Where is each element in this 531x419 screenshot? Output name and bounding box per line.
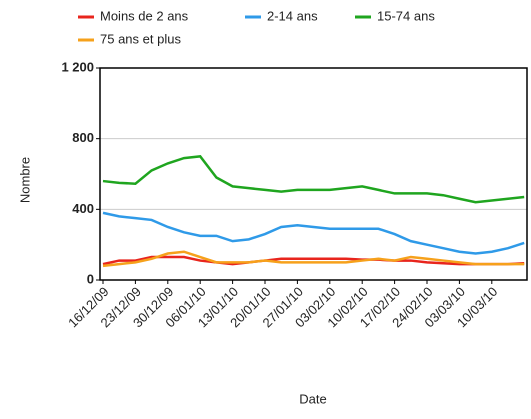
- data-line: [102, 255, 525, 266]
- data-line: [102, 155, 525, 204]
- y-tick-label: 400: [72, 201, 94, 216]
- plot-frame: [99, 67, 528, 281]
- y-tick-label: 0: [87, 271, 94, 286]
- legend-label: 75 ans et plus: [100, 31, 181, 46]
- legend-label: Moins de 2 ans: [100, 8, 189, 23]
- legend-label: 15-74 ans: [377, 8, 435, 23]
- data-line: [102, 250, 525, 268]
- x-axis-label: Date: [299, 391, 326, 406]
- y-tick-label: 1 200: [61, 59, 94, 74]
- y-axis-label: Nombre: [17, 157, 32, 203]
- y-tick-label: 800: [72, 130, 94, 145]
- data-line: [102, 211, 525, 255]
- legend-label: 2-14 ans: [267, 8, 318, 23]
